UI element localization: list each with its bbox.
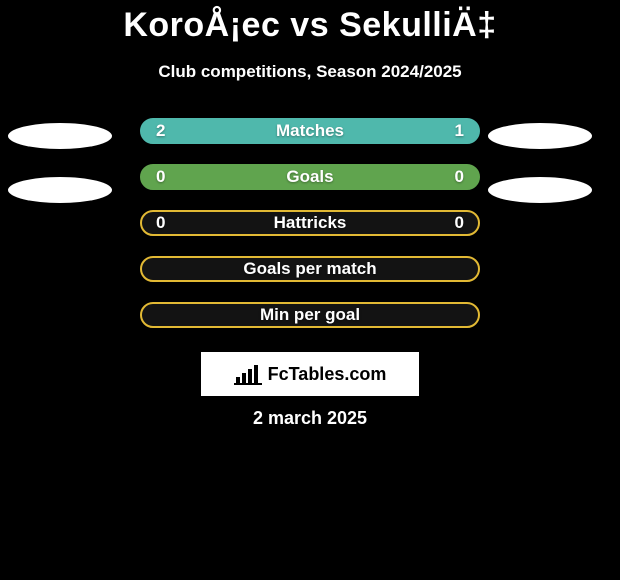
stat-pill: 2Matches1 [140,118,480,144]
stat-right-value: 1 [455,121,464,141]
stat-row: 0Hattricks0 [0,210,620,236]
stat-label: Goals per match [142,259,478,279]
stat-row: Goals per match [0,256,620,282]
stat-pill: 0Goals0 [140,164,480,190]
bar-chart-icon [234,363,262,385]
stat-pill: Goals per match [140,256,480,282]
stat-row: 0Goals0 [0,164,620,190]
brand-box: FcTables.com [201,352,419,396]
stat-label: Matches [142,121,478,141]
brand-text: FcTables.com [268,364,387,385]
stat-left-value: 0 [156,167,165,187]
player-left-marker [8,123,112,149]
comparison-title: KoroÅ¡ec vs SekulliÄ‡ [0,6,620,45]
player-left-marker [8,177,112,203]
stat-left-value: 0 [156,213,165,233]
stat-left-value: 2 [156,121,165,141]
stat-row: Min per goal [0,302,620,328]
comparison-subtitle: Club competitions, Season 2024/2025 [0,62,620,82]
stat-right-value: 0 [455,167,464,187]
stat-row: 2Matches1 [0,118,620,144]
stat-label: Hattricks [142,213,478,233]
stat-pill: 0Hattricks0 [140,210,480,236]
stat-right-value: 0 [455,213,464,233]
stat-pill: Min per goal [140,302,480,328]
stat-label: Goals [142,167,478,187]
comparison-date: 2 march 2025 [0,408,620,429]
player-right-marker [488,123,592,149]
player-right-marker [488,177,592,203]
stat-label: Min per goal [142,305,478,325]
